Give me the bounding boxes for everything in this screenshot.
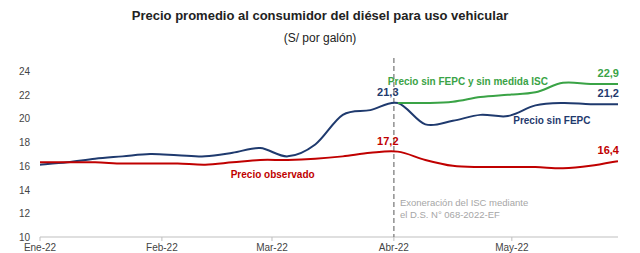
y-axis [40,71,41,237]
y-tick-label: 20 [19,113,31,124]
x-tick-label: Mar-22 [256,242,288,253]
data-label: 21,3 [377,86,398,98]
x-axis [40,237,618,238]
x-tick [511,237,512,241]
x-tick-label: Abr-22 [379,242,409,253]
x-tick-label: Feb-22 [146,242,178,253]
y-tick-label: 16 [19,161,31,172]
data-label: 16,4 [598,144,620,156]
title: Precio promedio al consumidor del diésel… [132,8,508,23]
data-label: 17,2 [377,135,398,147]
chart: Precio promedio al consumidor del diésel… [0,0,640,253]
data-label: 22,9 [598,67,619,79]
subtitle: (S/ por galón) [284,31,357,45]
x-tick-label: Ene-22 [24,242,57,253]
y-tick-label: 24 [19,66,31,77]
y-tick-label: 18 [19,137,31,148]
x-tick [161,237,162,241]
annotation-text: Exoneración del ISC mediante [400,197,528,208]
x-tick [40,237,41,241]
data-label: 21,2 [598,87,619,99]
series-line [40,103,618,165]
plot-area [40,82,618,168]
series-name: Precio sin FEPC [513,115,590,126]
x-tick [393,237,394,241]
series-name: Precio sin FEPC y sin medida ISC [388,76,548,87]
annotation-text: el D.S. N° 068-2022-EF [400,209,500,220]
x-tick-label: May-22 [495,242,529,253]
series-name: Precio observado [231,169,315,180]
series-line [40,151,618,168]
y-tick-label: 14 [19,185,31,196]
x-tick [271,237,272,241]
y-tick-label: 22 [19,90,31,101]
y-tick-label: 12 [19,208,31,219]
